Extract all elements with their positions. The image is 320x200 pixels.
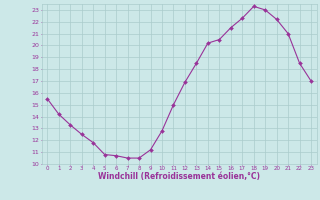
X-axis label: Windchill (Refroidissement éolien,°C): Windchill (Refroidissement éolien,°C): [98, 172, 260, 181]
